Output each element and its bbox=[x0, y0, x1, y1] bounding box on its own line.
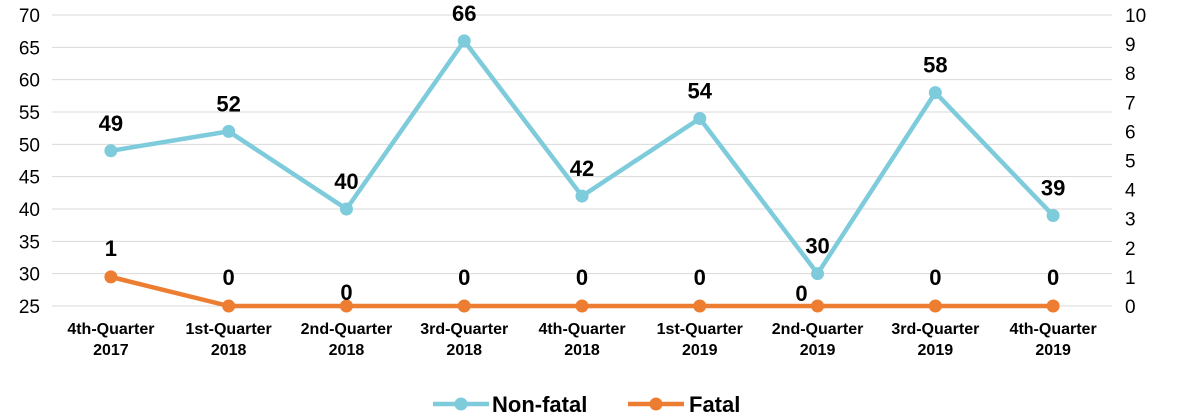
right-tick-label: 7 bbox=[1125, 93, 1136, 114]
right-tick-label: 5 bbox=[1125, 152, 1136, 173]
x-tick-label: 4th-Quarter 2019 bbox=[1010, 321, 1097, 359]
fatal-data-point bbox=[104, 270, 118, 284]
fatal-data-point bbox=[222, 299, 236, 313]
left-tick-label: 40 bbox=[19, 200, 40, 221]
fatal-data-label: 0 bbox=[795, 281, 807, 306]
fatal-data-point bbox=[457, 299, 471, 313]
non-fatal-legend-marker bbox=[454, 397, 468, 411]
left-tick-label: 45 bbox=[19, 168, 40, 189]
fatal-data-label: 0 bbox=[929, 265, 941, 290]
data-labels: 49 52 40 66 42 54 30 58 39 1 0 0 0 0 0 0 0 0 bbox=[99, 1, 1066, 306]
x-tick-label: 4th-Quarter 2017 bbox=[67, 321, 154, 359]
fatal-data-point bbox=[693, 299, 707, 313]
non-fatal-data-point bbox=[457, 34, 471, 48]
left-tick-label: 55 bbox=[19, 103, 40, 124]
left-tick-label: 60 bbox=[19, 71, 40, 92]
fatal-data-point bbox=[1046, 299, 1060, 313]
legend: Non-fatal Fatal bbox=[433, 392, 740, 414]
left-tick-label: 35 bbox=[19, 232, 40, 253]
non-fatal-data-label: 30 bbox=[805, 234, 829, 259]
left-tick-label: 70 bbox=[19, 6, 40, 27]
non-fatal-data-label: 54 bbox=[688, 78, 713, 103]
left-tick-label: 50 bbox=[19, 135, 40, 156]
right-tick-label: 3 bbox=[1125, 210, 1136, 231]
non-fatal-data-label: 42 bbox=[570, 156, 594, 181]
left-tick-label: 25 bbox=[19, 297, 40, 318]
non-fatal-data-point bbox=[339, 202, 353, 216]
fatal-data-label: 0 bbox=[1047, 265, 1059, 290]
non-fatal-data-label: 52 bbox=[216, 91, 240, 116]
right-tick-label: 0 bbox=[1125, 297, 1136, 318]
x-tick-label: 3rd-Quarter 2018 bbox=[420, 321, 508, 359]
non-fatal-data-label: 39 bbox=[1041, 175, 1065, 200]
fatal-data-point bbox=[339, 299, 353, 313]
x-tick-label: 2nd-Quarter 2018 bbox=[301, 321, 393, 359]
fatal-data-label: 0 bbox=[340, 280, 352, 305]
left-axis: 25 30 35 40 45 50 55 60 65 70 bbox=[19, 6, 40, 318]
non-fatal-data-point bbox=[1046, 208, 1060, 222]
non-fatal-data-point bbox=[575, 189, 589, 203]
right-tick-label: 9 bbox=[1125, 35, 1136, 56]
non-fatal-data-point bbox=[811, 267, 825, 281]
non-fatal-data-label: 49 bbox=[99, 111, 123, 136]
non-fatal-data-point bbox=[928, 86, 942, 100]
x-tick-label: 2nd-Quarter 2019 bbox=[772, 321, 864, 359]
right-tick-label: 6 bbox=[1125, 122, 1136, 143]
fatal-data-label: 0 bbox=[694, 265, 706, 290]
fatal-data-point bbox=[811, 299, 825, 313]
fatal-data-point bbox=[575, 299, 589, 313]
x-tick-label: 4th-Quarter 2018 bbox=[538, 321, 625, 359]
series-layer bbox=[104, 34, 1060, 313]
non-fatal-data-label: 58 bbox=[923, 53, 947, 78]
fatal-data-label: 0 bbox=[223, 265, 235, 290]
fatal-data-label: 0 bbox=[576, 265, 588, 290]
fatal-data-point bbox=[928, 299, 942, 313]
non-fatal-data-point bbox=[104, 144, 118, 158]
non-fatal-data-label: 66 bbox=[452, 1, 476, 26]
right-axis: 0 1 2 3 4 5 6 7 8 9 10 bbox=[1125, 6, 1146, 318]
non-fatal-legend-label: Non-fatal bbox=[492, 392, 587, 414]
left-tick-label: 65 bbox=[19, 38, 40, 59]
non-fatal-data-label: 40 bbox=[334, 169, 358, 194]
x-tick-label: 3rd-Quarter 2019 bbox=[891, 321, 979, 359]
x-tick-label: 1st-Quarter 2019 bbox=[657, 321, 743, 359]
right-tick-label: 2 bbox=[1125, 239, 1136, 260]
gridlines bbox=[52, 14, 1112, 307]
fatal-legend-label: Fatal bbox=[689, 392, 740, 414]
non-fatal-data-point bbox=[693, 111, 707, 125]
right-tick-label: 4 bbox=[1125, 181, 1136, 202]
left-tick-label: 30 bbox=[19, 265, 40, 286]
right-tick-label: 10 bbox=[1125, 6, 1146, 27]
right-tick-label: 1 bbox=[1125, 268, 1136, 289]
right-tick-label: 8 bbox=[1125, 64, 1136, 85]
fatal-data-label: 0 bbox=[458, 265, 470, 290]
x-tick-label: 1st-Quarter 2018 bbox=[186, 321, 272, 359]
non-fatal-data-point bbox=[222, 124, 236, 138]
fatal-data-label: 1 bbox=[105, 236, 117, 261]
x-axis: 4th-Quarter 2017 1st-Quarter 2018 2nd-Quarte… bbox=[67, 321, 1096, 359]
fatal-legend-marker bbox=[649, 397, 663, 411]
